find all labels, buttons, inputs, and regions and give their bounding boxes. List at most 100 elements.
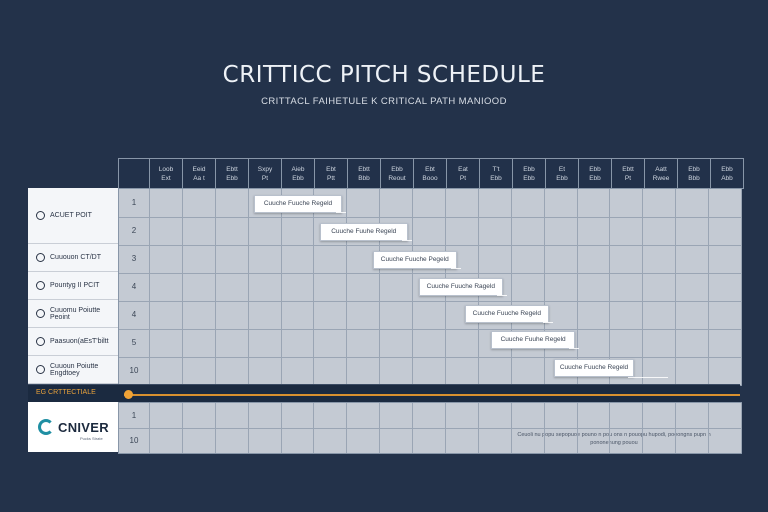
grid-column-line xyxy=(412,189,414,385)
timeline-column-header: Ebt Booo xyxy=(414,159,447,188)
row-number: 3 xyxy=(131,254,137,263)
column-header-top: Ebb xyxy=(391,165,403,173)
timeline-column-header: Eeid Aa t xyxy=(183,159,216,188)
task-row-label[interactable]: Paasuon(aEsT'biltt xyxy=(28,328,118,356)
grid-column-line xyxy=(181,189,183,385)
chart-subtitle: CRITTACL FAIHETULE K CRITICAL PATH MANIO… xyxy=(261,96,507,107)
task-name: ACUET POIT xyxy=(50,212,92,219)
column-header-top: Loob xyxy=(158,165,174,173)
row-number: 1 xyxy=(131,411,137,420)
grid-column-line xyxy=(247,189,249,385)
task-name: Cuuoun Poiutte Engdtoey xyxy=(50,362,99,377)
column-header-top: Ebb xyxy=(721,165,733,173)
column-header-bottom: Pt xyxy=(261,174,269,182)
task-name: Cuuomu Poiutte Peoint xyxy=(50,306,101,321)
column-header-top: Ebtt xyxy=(622,165,634,173)
gantt-task-bar[interactable]: Cuuche Fuuhe Regeld xyxy=(491,331,576,349)
task-status-icon xyxy=(36,365,45,374)
dependency-link xyxy=(450,268,461,269)
gantt-task-bar[interactable]: Cuuche Fuuhe Regeld xyxy=(320,223,408,241)
grid-column-line xyxy=(609,189,611,385)
column-header-top: Aieb xyxy=(291,165,305,173)
timeline-column-header: Eat Pt xyxy=(447,159,480,188)
row-number: 5 xyxy=(131,338,137,347)
task-row-label[interactable]: Pountyg II PCIT xyxy=(28,272,118,300)
column-header-top: Sxpy xyxy=(257,165,273,173)
task-row-label[interactable]: Cuuomu Poiutte Peoint xyxy=(28,300,118,328)
task-row-label[interactable]: Cuuouon CT/DT xyxy=(28,244,118,272)
grid-row-line xyxy=(119,428,741,429)
timeline-column-header: Ebb Abb xyxy=(711,159,743,188)
column-header-bottom: Ebb xyxy=(292,174,304,182)
grid-column-line xyxy=(675,189,677,385)
grid-row-line xyxy=(119,329,741,330)
gantt-task-bar[interactable]: Cuuche Fuuche Regeld xyxy=(464,305,549,323)
timeline-column-header: Ebb Reout xyxy=(381,159,414,188)
column-header-bottom: Ebb xyxy=(226,174,238,182)
column-header-bottom: Bbb xyxy=(688,174,700,182)
dependency-link xyxy=(542,322,553,323)
task-status-icon xyxy=(36,253,45,262)
timeline-column-header: Sxpy Pt xyxy=(249,159,282,188)
column-header-top: Ebt xyxy=(326,165,336,173)
task-row-label[interactable]: Cuuoun Poiutte Engdtoey xyxy=(28,356,118,384)
task-name: Cuuouon CT/DT xyxy=(50,254,101,261)
column-header-bottom: Reout xyxy=(388,174,406,182)
task-name: Paasuon(aEsT'biltt xyxy=(50,338,109,345)
grid-row-line xyxy=(119,245,741,246)
column-header-top: Eat xyxy=(458,165,468,173)
column-header-top: Ebtt xyxy=(358,165,370,173)
footer-note: Ceuoli nu popu sepopuoe pouno n pou ons … xyxy=(517,432,711,446)
column-header-bottom: Ebb xyxy=(490,174,502,182)
timeline-column-header: Et Ebb xyxy=(546,159,579,188)
grid-column-line xyxy=(642,189,644,385)
column-header-bottom: Ebb xyxy=(523,174,535,182)
dependency-link xyxy=(335,212,346,213)
timeline-header: Loob Ext Eeid Aa t Ebtt Ebb Sxpy Pt Aieb Ebb Ebt Pt… xyxy=(118,158,744,189)
timeline-column-header: Aieb Ebb xyxy=(282,159,315,188)
grid-row-line xyxy=(119,217,741,218)
grid-row-line xyxy=(119,273,741,274)
row-number: 2 xyxy=(131,226,137,235)
logo-name: CNIVER xyxy=(58,419,109,435)
grid-column-line xyxy=(576,189,578,385)
grid-column-line xyxy=(708,189,710,385)
gantt-task-bar[interactable]: Cuuche Fuuche Pegeld xyxy=(372,251,457,269)
column-header-top: Ebb xyxy=(523,165,535,173)
grid-column-line xyxy=(214,189,216,385)
task-name: Pountyg II PCIT xyxy=(50,282,100,289)
timeline-column-header: Ebt Ptt xyxy=(315,159,348,188)
gantt-task-bar[interactable]: Cuuche Fuuche Regeld xyxy=(553,359,635,377)
grid-column-line xyxy=(346,189,348,385)
column-header-top: T't xyxy=(492,165,500,173)
column-header-bottom: Bbb xyxy=(358,174,370,182)
timeline-column-header: Ebtt Ebb xyxy=(216,159,249,188)
column-header-bottom: Pt xyxy=(624,174,632,182)
timeline-column-header: Aatt Rwee xyxy=(645,159,678,188)
dependency-link xyxy=(496,295,507,296)
column-header-bottom: Pt xyxy=(459,174,467,182)
column-header-bottom: Aa t xyxy=(193,174,205,182)
grid-column-line xyxy=(280,189,282,385)
column-header-bottom: Ebb xyxy=(589,174,601,182)
gantt-grid-bottom: Ceuoli nu popu sepopuoe pouno n pou ons … xyxy=(118,402,742,454)
column-header-top: Ebb xyxy=(589,165,601,173)
task-status-icon xyxy=(36,281,45,290)
grid-column-line xyxy=(379,189,381,385)
row-number: 10 xyxy=(129,436,139,445)
gantt-task-bar[interactable]: Cuuche Fuuche Rageld xyxy=(418,278,503,296)
task-row-label[interactable]: ACUET POIT xyxy=(28,188,118,244)
row-number: 4 xyxy=(131,282,137,291)
gantt-task-bar[interactable]: Cuuche Fuuche Regeld xyxy=(254,195,342,213)
critical-path-band: EG CRTTECTIALE xyxy=(28,384,740,403)
dependency-link xyxy=(628,377,669,378)
grid-column-line xyxy=(543,189,545,385)
timeline-column-header: Ebtt Bbb xyxy=(348,159,381,188)
task-status-icon xyxy=(36,309,45,318)
timeline-column-header: Ebb Bbb xyxy=(678,159,711,188)
dependency-link xyxy=(401,240,412,241)
timeline-column-header: Ebtt Pt xyxy=(612,159,645,188)
logo-tagline: Pucks Strate xyxy=(80,436,103,441)
gantt-grid: 1 2 3 4 4 5 10 Cuuche Fuuche Regeld Cuuche Fuuhe… xyxy=(118,188,742,386)
critical-path-line xyxy=(124,394,740,396)
